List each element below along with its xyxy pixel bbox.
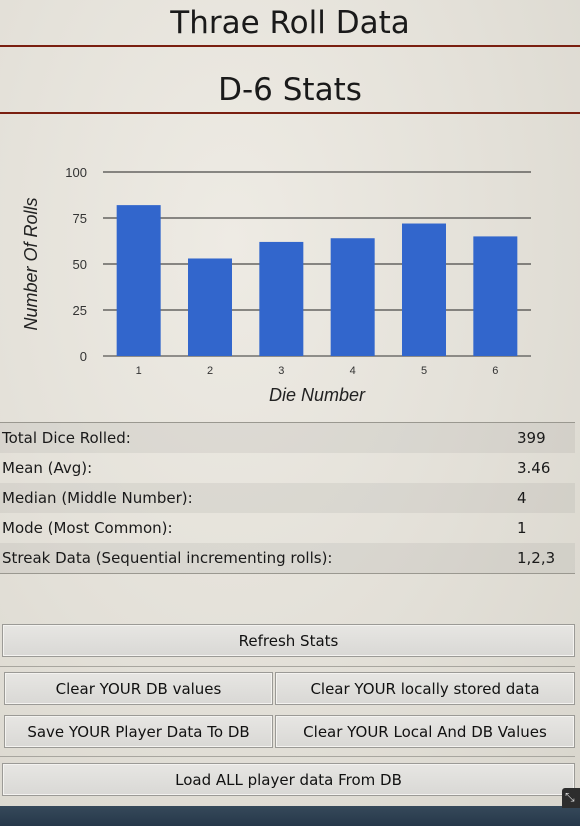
bar-chart-svg: 0 25 50 75 100 1 2 3 4 5 6 Die Number Number Of R… [21, 165, 531, 405]
bar-die-4 [330, 238, 375, 356]
section-title: D-6 Stats [0, 64, 580, 114]
roll-chart: 0 25 50 75 100 1 2 3 4 5 6 Die Number Number Of R… [0, 150, 580, 420]
y-tick-label: 25 [73, 303, 87, 318]
x-tick-label: 2 [207, 365, 213, 377]
stat-label: Streak Data (Sequential incrementing rol… [2, 549, 333, 567]
x-tick-label: 4 [350, 365, 356, 377]
page-title: Thrae Roll Data [0, 0, 580, 47]
bar-die-6 [473, 236, 518, 356]
stat-label: Total Dice Rolled: [2, 429, 131, 447]
y-tick-label: 100 [65, 165, 87, 180]
x-tick-label: 3 [278, 365, 284, 377]
clear-local-and-db-button[interactable]: Clear YOUR Local And DB Values [275, 715, 575, 748]
x-tick-label: 5 [421, 365, 427, 377]
bar-die-3 [259, 241, 304, 356]
map-strip [0, 806, 580, 826]
stat-value: 1,2,3 [517, 549, 556, 567]
bar-die-1 [116, 205, 161, 356]
x-tick-label: 1 [136, 365, 142, 377]
stat-value: 3.46 [517, 459, 551, 477]
stat-value: 1 [517, 519, 527, 537]
y-tick-label: 0 [80, 349, 87, 364]
chart-grid [103, 171, 531, 357]
stat-row-total: Total Dice Rolled: 399 [0, 423, 575, 453]
stat-row-mode: Mode (Most Common): 1 [0, 513, 575, 543]
stat-row-mean: Mean (Avg): 3.46 [0, 453, 575, 483]
stats-table: Total Dice Rolled: 399 Mean (Avg): 3.46 … [0, 422, 575, 574]
y-axis-label: Number Of Rolls [21, 197, 41, 330]
bar-die-5 [402, 223, 446, 356]
chart-bars [116, 205, 518, 356]
x-tick-label: 6 [492, 365, 498, 377]
stat-label: Mode (Most Common): [2, 519, 173, 537]
divider [0, 756, 575, 757]
load-all-button[interactable]: Load ALL player data From DB [2, 763, 575, 796]
refresh-stats-button[interactable]: Refresh Stats [2, 624, 575, 657]
save-db-button[interactable]: Save YOUR Player Data To DB [4, 715, 273, 748]
y-tick-label: 75 [73, 211, 87, 226]
x-axis-label: Die Number [269, 385, 366, 405]
stat-label: Mean (Avg): [2, 459, 93, 477]
stat-value: 399 [517, 429, 546, 447]
clear-local-button[interactable]: Clear YOUR locally stored data [275, 672, 575, 705]
y-axis-ticks: 0 25 50 75 100 [65, 165, 87, 364]
bar-die-2 [188, 258, 232, 356]
stat-row-streak: Streak Data (Sequential incrementing rol… [0, 543, 575, 573]
stat-label: Median (Middle Number): [2, 489, 193, 507]
y-tick-label: 50 [73, 257, 87, 272]
stat-row-median: Median (Middle Number): 4 [0, 483, 575, 513]
divider [0, 666, 575, 667]
resize-handle-icon[interactable]: ⤡ [562, 788, 580, 808]
x-axis-ticks: 1 2 3 4 5 6 [136, 365, 499, 377]
stat-value: 4 [517, 489, 527, 507]
clear-db-button[interactable]: Clear YOUR DB values [4, 672, 273, 705]
